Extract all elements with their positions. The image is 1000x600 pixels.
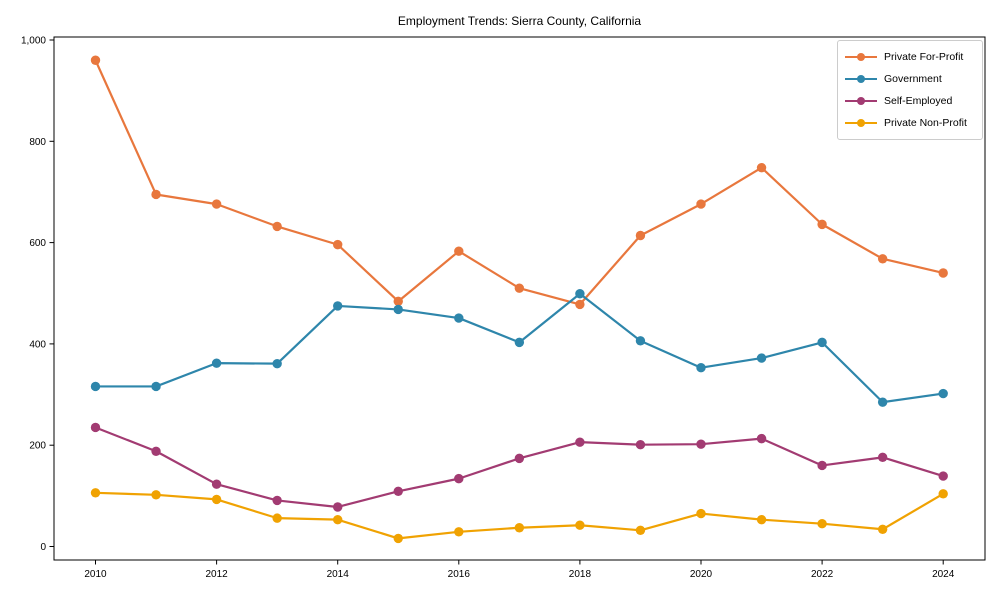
data-point: [90, 381, 101, 392]
data-point: [454, 473, 464, 484]
series-line-private-for-profit: [94, 59, 945, 306]
data-point: [938, 268, 948, 278]
data-point: [211, 494, 222, 505]
data-point: [151, 189, 161, 200]
x-tick-label: 2018: [569, 569, 592, 580]
data-point: [817, 337, 827, 348]
legend-item: Private For-Profit: [845, 46, 974, 68]
data-point: [817, 460, 827, 471]
y-tick-label: 800: [29, 137, 46, 148]
data-point: [877, 524, 888, 534]
data-point: [272, 495, 282, 506]
data-point: [90, 488, 101, 498]
x-tick-label: 2016: [448, 569, 471, 580]
data-point: [938, 388, 948, 399]
data-point: [151, 381, 161, 392]
legend-item: Private Non-Profit: [845, 112, 974, 134]
x-tick-label: 2012: [205, 569, 228, 580]
data-point: [454, 527, 464, 537]
data-point: [938, 489, 948, 499]
data-point: [575, 437, 585, 447]
data-point: [151, 490, 161, 500]
data-point: [514, 453, 525, 464]
x-tick-label: 2024: [932, 569, 955, 580]
data-point: [817, 219, 827, 230]
data-point: [635, 336, 646, 346]
legend-line-dot-icon: [845, 118, 877, 128]
data-point: [393, 486, 403, 496]
data-point: [877, 397, 888, 407]
data-point: [393, 533, 403, 544]
legend: Private For-Profit Government Self-Employe…: [837, 40, 983, 140]
data-point: [333, 239, 343, 250]
y-tick-label: 0: [40, 542, 46, 553]
series-line-government: [94, 292, 945, 404]
data-point: [756, 353, 767, 363]
data-point: [514, 523, 525, 533]
data-point: [90, 422, 101, 433]
data-point: [151, 446, 161, 456]
data-point: [514, 283, 525, 293]
data-point: [756, 162, 767, 173]
data-point: [575, 299, 585, 310]
data-point: [272, 513, 282, 523]
data-point: [696, 508, 706, 519]
data-point: [817, 519, 827, 529]
data-point: [454, 246, 464, 256]
x-tick-label: 2014: [327, 569, 350, 580]
data-point: [333, 502, 343, 512]
y-tick-label: 200: [29, 441, 46, 452]
data-point: [575, 520, 585, 530]
data-point: [635, 439, 646, 450]
data-point: [877, 254, 888, 264]
y-tick-label: 1,000: [21, 36, 46, 47]
chart-title: Employment Trends: Sierra County, Califo…: [397, 14, 642, 28]
y-tick-label: 600: [29, 238, 46, 249]
data-point: [696, 199, 706, 209]
data-point: [696, 439, 706, 449]
data-point: [514, 337, 525, 348]
legend-line-dot-icon: [845, 52, 877, 62]
legend-label: Private For-Profit: [884, 51, 964, 63]
data-point: [90, 55, 101, 65]
legend-item: Government: [845, 68, 974, 90]
plot-frame: [53, 36, 986, 561]
data-point: [211, 199, 222, 209]
data-point: [393, 296, 403, 307]
legend-label: Government: [884, 73, 942, 85]
data-point: [211, 358, 222, 368]
data-point: [877, 452, 888, 463]
data-point: [938, 471, 948, 481]
data-point: [454, 313, 464, 323]
data-point: [333, 301, 343, 311]
data-point: [635, 525, 646, 535]
data-point: [696, 363, 706, 373]
data-point: [575, 289, 585, 299]
legend-line-dot-icon: [845, 96, 877, 106]
data-point: [756, 514, 767, 525]
x-tick-label: 2020: [690, 569, 713, 580]
x-tick-label: 2022: [811, 569, 834, 580]
legend-item: Self-Employed: [845, 90, 974, 112]
data-point: [272, 358, 282, 369]
x-tick-label: 2010: [84, 569, 107, 580]
data-point: [272, 221, 282, 232]
legend-line-dot-icon: [845, 74, 877, 84]
data-point: [756, 433, 767, 444]
data-point: [393, 304, 403, 315]
data-point: [635, 230, 646, 241]
series-line-self-employed: [94, 426, 945, 509]
y-tick-label: 400: [29, 339, 46, 350]
legend-label: Self-Employed: [884, 95, 953, 107]
legend-label: Private Non-Profit: [884, 117, 967, 129]
data-point: [211, 479, 222, 489]
data-point: [333, 514, 343, 525]
